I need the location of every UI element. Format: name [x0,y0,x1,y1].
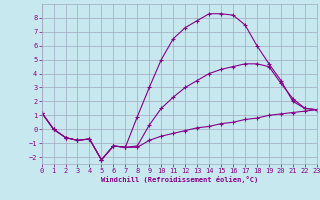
X-axis label: Windchill (Refroidissement éolien,°C): Windchill (Refroidissement éolien,°C) [100,176,258,183]
